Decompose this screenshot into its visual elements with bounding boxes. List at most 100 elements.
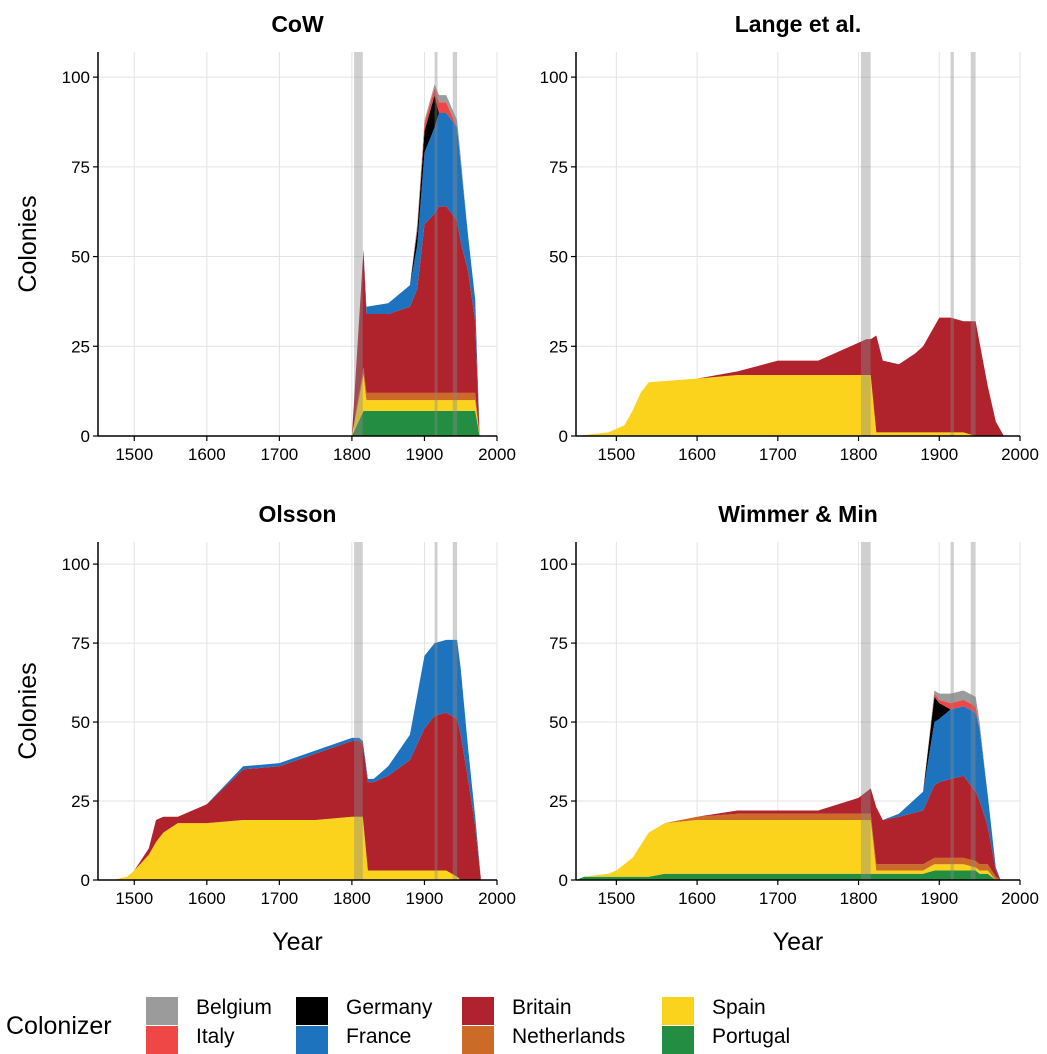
x-tick-label: 1700	[260, 445, 298, 464]
legend-swatch-portugal	[662, 1026, 694, 1054]
x-tick-label: 1900	[920, 445, 958, 464]
legend-label-germany: Germany	[346, 996, 433, 1019]
x-tick-label: 1700	[260, 889, 298, 908]
x-tick-label: 1800	[333, 445, 371, 464]
legend-label-italy: Italy	[196, 1025, 235, 1048]
period-band	[970, 52, 976, 436]
panel-title: CoW	[271, 11, 324, 37]
y-tick-label: 25	[71, 792, 90, 811]
x-tick-label: 1900	[406, 889, 444, 908]
y-tick-label: 50	[71, 248, 90, 267]
y-tick-label: 75	[549, 158, 568, 177]
area-france	[98, 639, 481, 880]
x-tick-label: 1800	[840, 445, 878, 464]
y-tick-label: 75	[71, 634, 90, 653]
x-axis-label: Year	[773, 928, 824, 956]
y-tick-label: 75	[71, 158, 90, 177]
period-band	[860, 52, 871, 436]
panel-olsson: 0 25 50 75 100 1500 1600 1700 1800 1900 2000 Olsson…	[14, 501, 516, 956]
y-tick-label: 100	[62, 555, 90, 574]
period-band	[950, 52, 954, 436]
y-tick-label: 25	[549, 337, 568, 356]
x-tick-label: 1600	[678, 889, 716, 908]
x-tick-label: 1500	[597, 889, 635, 908]
area-france	[576, 706, 1001, 880]
panel-lange-et-al: 0 25 50 75 100 1500 1600 1700 1800 1900 2000 Lange …	[540, 11, 1039, 464]
panel-title: Wimmer & Min	[718, 501, 878, 527]
x-tick-label: 2000	[478, 445, 516, 464]
x-tick-label: 1600	[188, 445, 226, 464]
legend-swatch-italy	[146, 1026, 178, 1054]
y-tick-label: 100	[540, 555, 568, 574]
period-band	[860, 542, 871, 880]
legend-label-britain: Britain	[512, 996, 572, 1019]
y-tick-label: 75	[549, 634, 568, 653]
y-tick-label: 25	[549, 792, 568, 811]
area-portugal	[98, 410, 480, 436]
area-france	[98, 113, 480, 436]
area-spain	[576, 820, 1001, 880]
area-spain	[576, 375, 1004, 436]
y-tick-label: 50	[549, 248, 568, 267]
area-portugal	[576, 870, 1001, 880]
y-tick-label: 0	[81, 871, 90, 890]
legend-title: Colonizer	[6, 1012, 112, 1040]
x-tick-label: 1700	[759, 889, 797, 908]
legend-swatch-france	[296, 1026, 328, 1054]
x-tick-label: 1800	[840, 889, 878, 908]
period-band	[452, 52, 458, 436]
legend: Colonizer Belgium Italy Germany France B…	[0, 988, 1047, 1054]
x-tick-label: 1500	[597, 445, 635, 464]
legend-label-france: France	[346, 1025, 412, 1048]
panel-title: Lange et al.	[735, 11, 862, 37]
period-band	[354, 52, 363, 436]
area-britain	[576, 775, 1001, 880]
legend-swatch-belgium	[146, 997, 178, 1025]
x-axis-label: Year	[272, 928, 323, 956]
area-spain	[98, 375, 480, 436]
legend-swatch-netherlands	[462, 1026, 494, 1054]
area-britain	[98, 712, 481, 880]
y-tick-label: 50	[549, 713, 568, 732]
panel-wimmer-min: 0 25 50 75 100 1500 1600 1700 1800 1900 2000 Wimmer…	[540, 501, 1039, 956]
area-britain	[98, 206, 480, 436]
period-band	[434, 52, 438, 436]
period-band	[950, 542, 954, 880]
y-tick-label: 50	[71, 713, 90, 732]
area-britain	[576, 317, 1004, 436]
x-tick-label: 1700	[759, 445, 797, 464]
area-spain	[98, 816, 481, 880]
y-tick-label: 0	[559, 427, 568, 446]
x-tick-label: 1500	[115, 889, 153, 908]
legend-swatch-germany	[296, 997, 328, 1025]
period-band	[970, 542, 976, 880]
figure: 0 25 50 75 100 1500 1600 1700 1800 1900 2000 CoW Col…	[14, 11, 1039, 956]
x-tick-label: 1800	[333, 889, 371, 908]
y-tick-label: 25	[71, 337, 90, 356]
y-tick-label: 100	[62, 68, 90, 87]
y-tick-label: 100	[540, 68, 568, 87]
legend-label-belgium: Belgium	[196, 996, 272, 1019]
legend-swatch-britain	[462, 997, 494, 1025]
period-band	[452, 542, 458, 880]
x-tick-label: 2000	[1001, 889, 1039, 908]
x-tick-label: 1900	[920, 889, 958, 908]
x-tick-label: 1600	[678, 445, 716, 464]
x-tick-label: 2000	[478, 889, 516, 908]
legend-label-portugal: Portugal	[712, 1025, 791, 1048]
legend-swatch-spain	[662, 997, 694, 1025]
panel-title: Olsson	[259, 501, 337, 527]
x-tick-label: 1500	[115, 445, 153, 464]
legend-label-spain: Spain	[712, 996, 766, 1019]
y-tick-label: 0	[81, 427, 90, 446]
x-tick-label: 2000	[1001, 445, 1039, 464]
period-band	[354, 542, 363, 880]
legend-label-netherlands: Netherlands	[512, 1025, 626, 1048]
y-axis-label: Colonies	[14, 662, 42, 759]
x-tick-label: 1600	[188, 889, 226, 908]
x-tick-label: 1900	[406, 445, 444, 464]
panel-cow: 0 25 50 75 100 1500 1600 1700 1800 1900 2000 CoW Col…	[14, 11, 516, 464]
period-band	[434, 542, 438, 880]
y-tick-label: 0	[559, 871, 568, 890]
y-axis-label: Colonies	[14, 195, 42, 292]
